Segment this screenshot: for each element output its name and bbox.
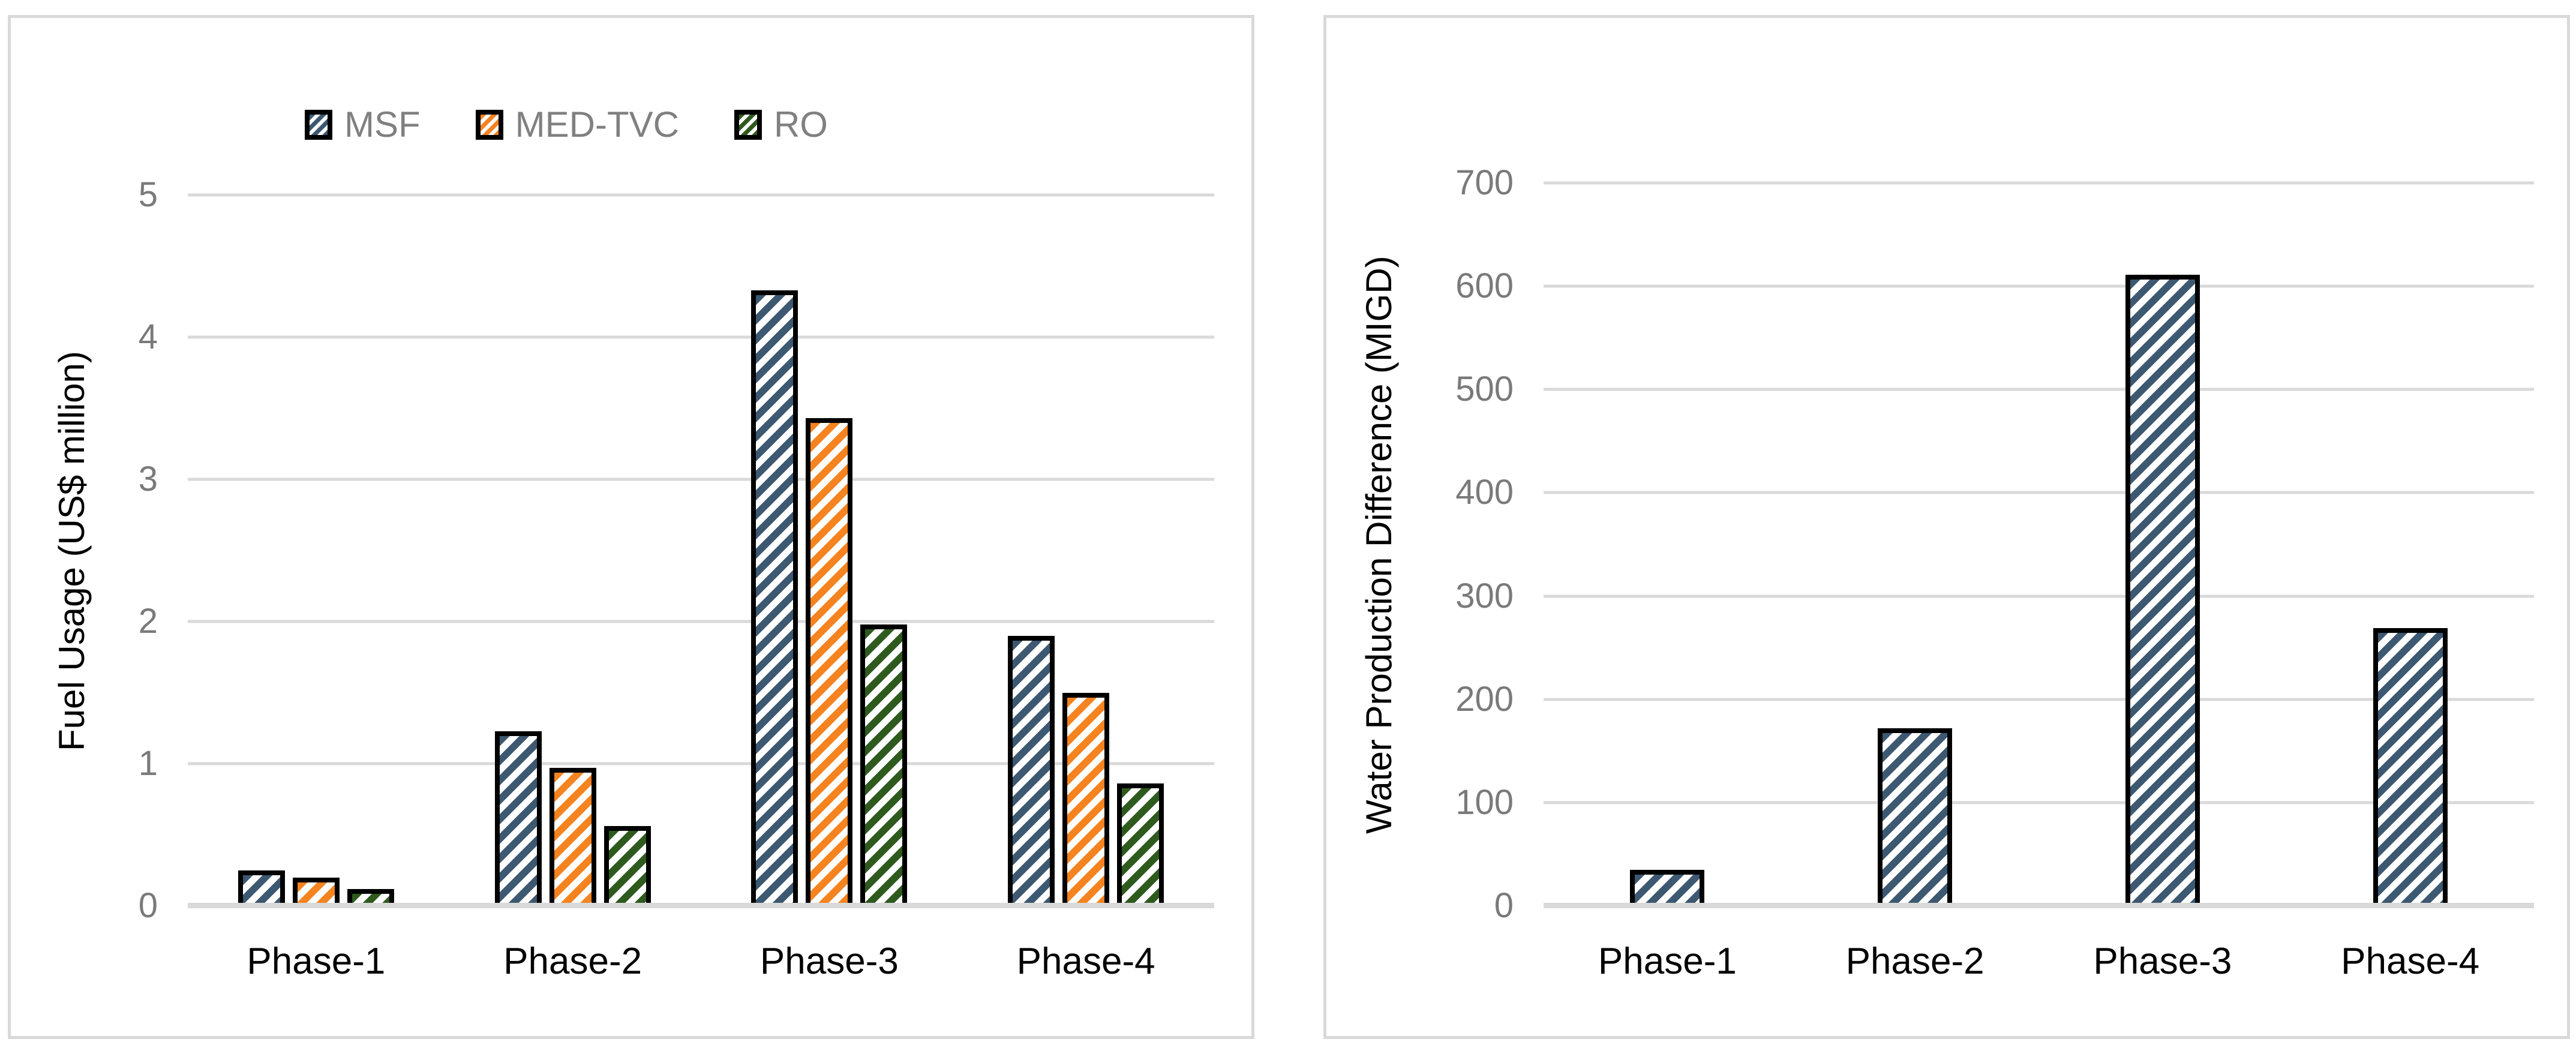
y-axis-tick-label: 0: [1494, 886, 1514, 925]
gridline-y-500: [1544, 388, 2534, 391]
gridline-y-3: [188, 478, 1214, 481]
gridline-y-300: [1544, 594, 2534, 598]
y-axis-tick-label: 2: [138, 602, 158, 641]
x-axis-label-phase-2: Phase-2: [1845, 941, 1984, 982]
y-axis-tick-label: 400: [1455, 473, 1514, 512]
y-axis-title: Fuel Usage (US$ million): [52, 351, 92, 752]
legend-label-ro: RO: [773, 104, 828, 145]
bar-group-phase-4: [2286, 183, 2534, 906]
gridline-y-200: [1544, 698, 2534, 701]
fuel-usage-chart-panel: MSF MED-TVC RO Fuel Usage (US$ million) 0 1…: [8, 15, 1254, 1039]
y-axis-tick-label: 500: [1455, 370, 1514, 409]
bars-layer: [188, 195, 1214, 906]
legend-item-med-tvc: MED-TVC: [475, 104, 679, 145]
x-axis-label-phase-1: Phase-1: [247, 941, 386, 982]
bar-msf-phase-1: [1630, 869, 1705, 906]
x-axis-labels: Phase-1 Phase-2 Phase-3 Phase-4: [188, 943, 1214, 980]
x-axis-label-phase-3: Phase-3: [759, 941, 899, 982]
y-axis-tick-label: 3: [138, 460, 158, 499]
plot-area: 0 100 200 300 400 500 600 700 Phase-1 Phase-2 Phas…: [1455, 166, 2534, 980]
x-axis-label-phase-1: Phase-1: [1598, 941, 1737, 982]
bar-group-phase-1: [188, 195, 445, 906]
x-axis-label-phase-4: Phase-4: [2341, 941, 2480, 982]
gridline-y-2: [188, 620, 1214, 623]
bar-msf-phase-3: [2125, 275, 2200, 906]
bar-group-phase-2: [445, 195, 701, 906]
x-axis-label-phase-3: Phase-3: [2093, 941, 2232, 982]
bar-group-phase-3: [2039, 183, 2287, 906]
bar-med-tvc-phase-1: [292, 877, 340, 906]
legend-swatch-ro-icon: [734, 110, 762, 140]
gridline-y-4: [188, 335, 1214, 339]
legend-swatch-med-tvc-icon: [475, 110, 503, 140]
bar-group-phase-4: [957, 195, 1214, 906]
x-axis-baseline: [188, 903, 1214, 908]
plot-area: 0 1 2 3 4 5 Phase-1 Phase-2 Phase-3 Phase-4: [139, 178, 1214, 980]
y-axis-tick-label: 700: [1455, 163, 1514, 202]
bar-msf-phase-1: [238, 870, 285, 906]
y-axis-tick-label: 300: [1455, 576, 1514, 615]
legend-label-msf: MSF: [344, 104, 421, 145]
y-axis-tick-label: 0: [138, 886, 158, 925]
x-axis-label-phase-2: Phase-2: [503, 941, 643, 982]
gridline-y-1: [188, 762, 1214, 765]
bar-msf-phase-4: [1008, 635, 1055, 906]
gridline-y-600: [1544, 284, 2534, 288]
bar-group-phase-1: [1544, 183, 1791, 906]
x-axis-baseline: [1544, 903, 2534, 908]
legend-item-ro: RO: [734, 107, 828, 143]
bar-msf-phase-3: [751, 290, 798, 906]
water-production-chart-panel: Water Production Difference (MIGD) 0 100 2…: [1323, 15, 2570, 1039]
y-axis-tick-label: 200: [1455, 679, 1514, 719]
legend-item-msf: MSF: [305, 107, 421, 143]
bar-group-phase-2: [1791, 183, 2039, 906]
bar-msf-phase-4: [2373, 627, 2448, 906]
y-axis-title: Water Production Difference (MIGD): [1359, 256, 1399, 834]
legend-label-med-tvc: MED-TVC: [515, 104, 679, 145]
legend-swatch-msf-icon: [305, 110, 332, 140]
bar-ro-phase-4: [1117, 783, 1164, 906]
y-axis-tick-label: 5: [138, 175, 158, 214]
gridline-y-5: [188, 193, 1214, 197]
gridline-y-400: [1544, 491, 2534, 494]
bar-group-phase-3: [701, 195, 958, 906]
y-axis-tick-label: 100: [1455, 782, 1514, 822]
x-axis-label-phase-4: Phase-4: [1016, 941, 1155, 982]
bar-med-tvc-phase-2: [549, 768, 596, 906]
y-axis-tick-label: 4: [138, 317, 158, 356]
bar-ro-phase-3: [860, 624, 908, 906]
x-axis-labels: Phase-1 Phase-2 Phase-3 Phase-4: [1544, 943, 2534, 980]
chart-legend: MSF MED-TVC RO: [305, 107, 828, 143]
gridline-y-700: [1544, 181, 2534, 185]
bar-ro-phase-2: [604, 826, 651, 906]
y-axis-tick-label: 1: [138, 744, 158, 783]
y-axis-tick-label: 600: [1455, 266, 1514, 306]
bars-layer: [1544, 183, 2534, 906]
gridline-y-100: [1544, 801, 2534, 804]
bar-med-tvc-phase-3: [806, 418, 853, 906]
bar-msf-phase-2: [1878, 728, 1953, 906]
bar-med-tvc-phase-4: [1062, 692, 1110, 906]
bar-msf-phase-2: [494, 731, 542, 906]
